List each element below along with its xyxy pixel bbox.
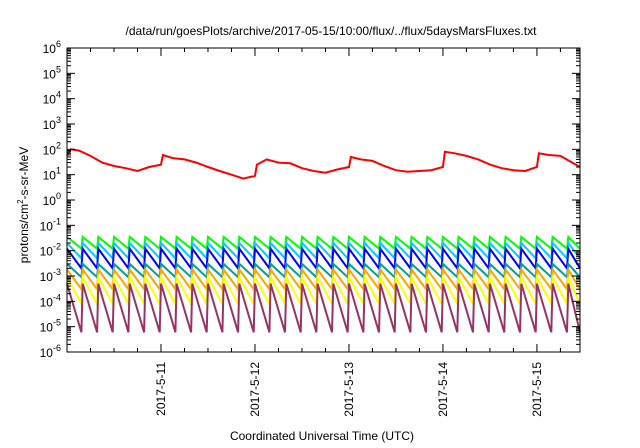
series-line-3 bbox=[66, 240, 581, 261]
x-axis-label: Coordinated Universal Time (UTC) bbox=[230, 429, 414, 443]
y-tick-label: 103 bbox=[43, 115, 61, 132]
series-line-7 bbox=[66, 273, 581, 308]
x-tick-label: 2017-5-12 bbox=[248, 362, 262, 417]
y-tick-label: 10-4 bbox=[40, 292, 61, 309]
y-axis-label-rest: -s-sr-MeV bbox=[17, 147, 31, 200]
x-tick-label: 2017-5-11 bbox=[154, 362, 168, 416]
y-tick-label: 10-2 bbox=[40, 242, 61, 259]
y-tick-label: 10-5 bbox=[40, 318, 61, 335]
y-tick-label: 104 bbox=[43, 90, 61, 107]
plot-series bbox=[66, 148, 581, 333]
y-axis-label-sup: 2 bbox=[16, 199, 25, 204]
series-line-5 bbox=[66, 261, 581, 280]
y-tick-label: 106 bbox=[43, 39, 61, 56]
x-tick-label: 2017-5-14 bbox=[436, 362, 450, 417]
series-line-8 bbox=[66, 283, 581, 333]
series-line-4 bbox=[66, 245, 581, 272]
y-tick-label: 100 bbox=[43, 191, 61, 208]
y-axis-label-base: protons/cm bbox=[17, 204, 31, 263]
x-ticks: 2017-5-11 2017-5-12 2017-5-13 2017-5-14 2017… bbox=[89, 48, 561, 417]
y-ticks: 10-6 10-5 10-4 10-3 10-2 10-1 100 101 102 103 104 1… bbox=[40, 39, 580, 360]
chart-title: /data/run/goesPlots/archive/2017-05-15/1… bbox=[126, 24, 538, 38]
series-line-6 bbox=[66, 266, 581, 293]
x-tick-label: 2017-5-15 bbox=[530, 362, 544, 417]
y-tick-label: 101 bbox=[43, 166, 61, 183]
y-tick-label: 10-3 bbox=[40, 267, 61, 284]
x-tick-label: 2017-5-13 bbox=[342, 362, 356, 417]
series-line-2 bbox=[66, 234, 581, 251]
svg-text:protons/cm2-s-sr-MeV: protons/cm2-s-sr-MeV bbox=[16, 147, 31, 263]
y-axis-label: protons/cm2-s-sr-MeV bbox=[16, 147, 31, 263]
series-line-1 bbox=[66, 148, 581, 180]
y-tick-label: 10-1 bbox=[40, 216, 61, 233]
y-tick-label: 102 bbox=[43, 140, 61, 157]
y-tick-label: 105 bbox=[43, 64, 61, 81]
y-tick-label: 10-6 bbox=[40, 343, 61, 360]
